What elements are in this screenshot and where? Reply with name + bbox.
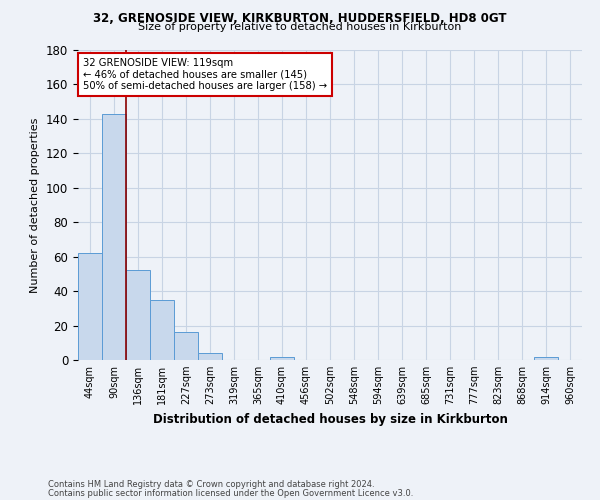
Bar (174, 332, 198, 360)
Bar (198, 353, 222, 360)
Text: Contains HM Land Registry data © Crown copyright and database right 2024.: Contains HM Land Registry data © Crown c… (48, 480, 374, 489)
Y-axis label: Number of detached properties: Number of detached properties (31, 118, 40, 292)
X-axis label: Distribution of detached houses by size in Kirkburton: Distribution of detached houses by size … (152, 412, 508, 426)
Text: Size of property relative to detached houses in Kirkburton: Size of property relative to detached ho… (139, 22, 461, 32)
Bar (534, 356, 558, 360)
Bar (270, 356, 294, 360)
Bar (150, 300, 174, 360)
Text: Contains public sector information licensed under the Open Government Licence v3: Contains public sector information licen… (48, 488, 413, 498)
Text: 32, GRENOSIDE VIEW, KIRKBURTON, HUDDERSFIELD, HD8 0GT: 32, GRENOSIDE VIEW, KIRKBURTON, HUDDERSF… (93, 12, 507, 26)
Bar (78, 253, 102, 360)
Bar (126, 270, 150, 360)
Text: 32 GRENOSIDE VIEW: 119sqm
← 46% of detached houses are smaller (145)
50% of semi: 32 GRENOSIDE VIEW: 119sqm ← 46% of detac… (83, 58, 327, 91)
Bar (102, 114, 126, 360)
